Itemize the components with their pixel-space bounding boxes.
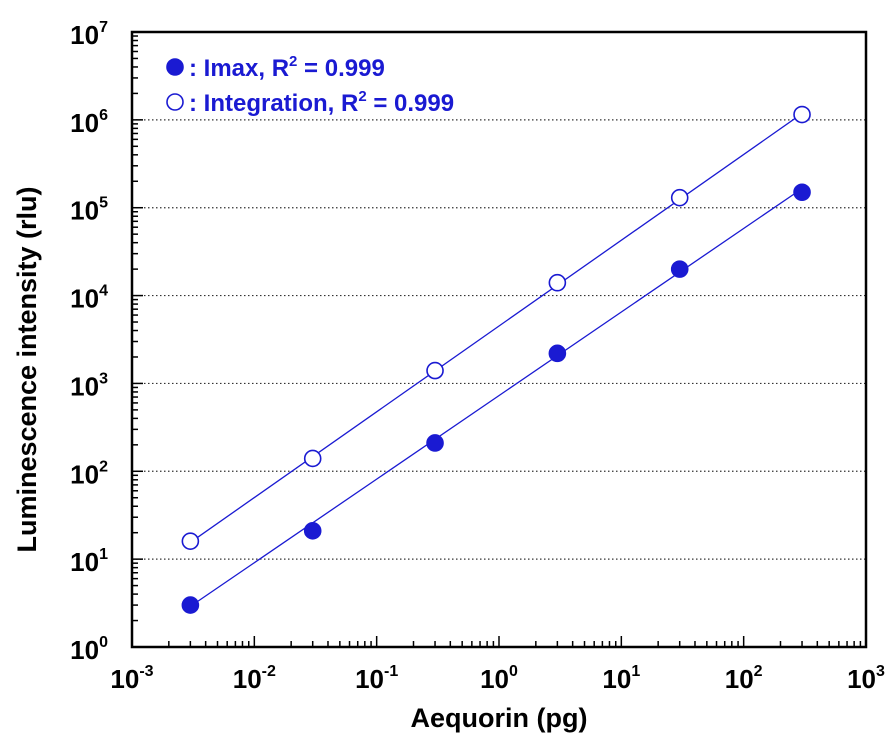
imax-point bbox=[548, 344, 567, 363]
y-tick-label: 107 bbox=[70, 19, 108, 50]
axis-ticks bbox=[131, 35, 862, 648]
x-tick-label: 10-1 bbox=[355, 663, 398, 694]
data-points bbox=[181, 105, 811, 614]
fit-line-series-2 bbox=[189, 113, 803, 543]
imax-point bbox=[793, 183, 811, 202]
integration-point bbox=[793, 105, 811, 124]
x-tick-label: 100 bbox=[480, 663, 518, 694]
y-tick-label: 103 bbox=[70, 370, 108, 401]
x-tick-labels: 10-3 10-2 10-1 100 101 102 103 bbox=[110, 663, 885, 694]
integration-point bbox=[181, 532, 200, 551]
legend-marker-filled bbox=[166, 58, 184, 76]
integration-point bbox=[670, 188, 689, 207]
y-tick-label: 105 bbox=[70, 195, 108, 226]
legend-label-series-2: : Integration, R2 = 0.999 bbox=[189, 88, 454, 117]
plot-frame bbox=[130, 30, 868, 649]
y-tick-label: 101 bbox=[70, 546, 108, 577]
y-tick-labels: 100 101 102 103 104 105 106 107 bbox=[70, 19, 108, 665]
imax-point bbox=[670, 260, 689, 278]
fit-lines bbox=[189, 113, 803, 607]
legend: : Imax, R2 = 0.999 : Integration, R2 = 0.… bbox=[166, 53, 454, 117]
legend-label-series-1: : Imax, R2 = 0.999 bbox=[189, 53, 385, 82]
x-tick-label: 10-2 bbox=[233, 663, 276, 694]
x-tick-label: 102 bbox=[725, 663, 763, 694]
imax-point bbox=[426, 434, 444, 452]
y-tick-label: 104 bbox=[70, 283, 108, 314]
x-axis-title: Aequorin (pg) bbox=[411, 703, 588, 733]
y-tick-label: 106 bbox=[70, 107, 108, 138]
imax-point bbox=[181, 596, 200, 614]
fit-line-series-1 bbox=[190, 188, 803, 607]
x-tick-label: 101 bbox=[602, 663, 640, 694]
y-tick-label: 102 bbox=[70, 458, 108, 489]
x-tick-label: 10-3 bbox=[110, 663, 153, 694]
imax-point bbox=[303, 522, 322, 540]
x-tick-label: 103 bbox=[847, 663, 885, 694]
y-axis-title: Luminescence intensity (rlu) bbox=[12, 186, 42, 552]
integration-point bbox=[426, 361, 444, 380]
integration-point bbox=[303, 449, 322, 468]
legend-marker-open bbox=[166, 93, 184, 111]
gridlines bbox=[132, 119, 866, 560]
integration-point bbox=[548, 273, 567, 292]
y-tick-label: 100 bbox=[70, 634, 108, 665]
